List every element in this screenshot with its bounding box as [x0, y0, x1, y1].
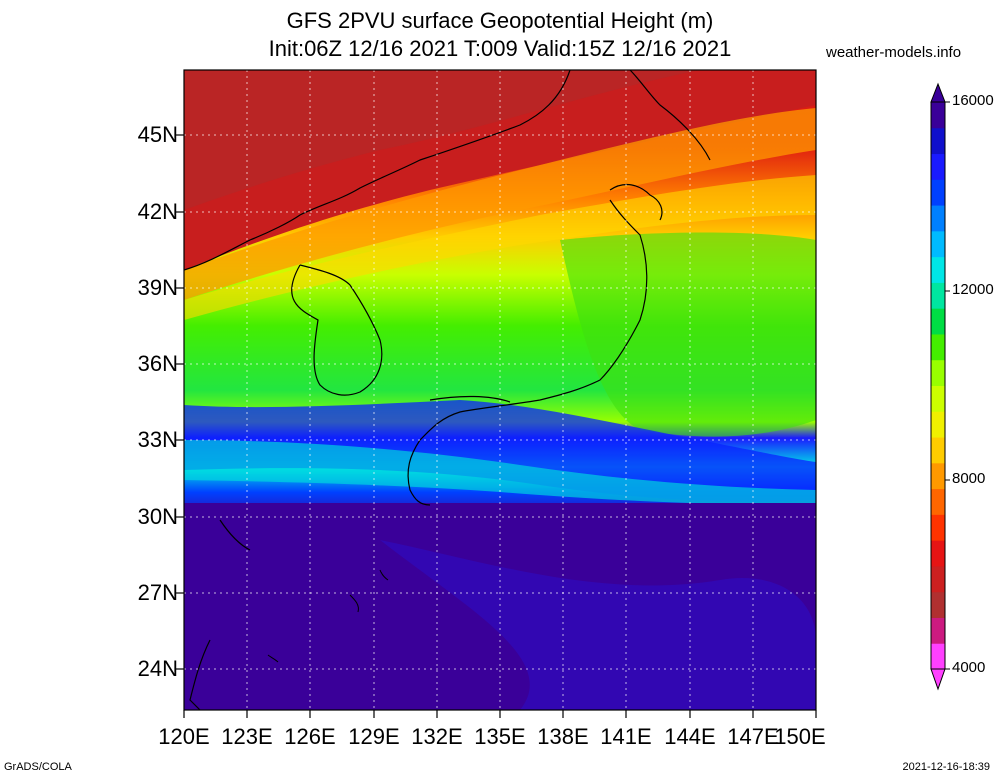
- lon-label-147e: 147E: [727, 724, 779, 749]
- longitude-gridlines: [246, 70, 754, 710]
- colorbar-segment: [931, 153, 945, 180]
- colorbar-min-arrow: [930, 668, 946, 691]
- colorbar-segment: [931, 565, 945, 593]
- lon-label-138e: 138E: [537, 724, 589, 749]
- colorbar-frame: [930, 101, 946, 670]
- lon-label-123e: 123E: [221, 724, 273, 749]
- lat-label-42n: 42N: [137, 199, 178, 224]
- lat-label-24n: 24N: [137, 656, 178, 681]
- lat-label-30n: 30N: [137, 504, 178, 529]
- colorbar-segment: [931, 256, 945, 283]
- colorbar-segment: [931, 308, 945, 335]
- colorbar-segment: [931, 488, 945, 515]
- map-plot-area: [184, 70, 816, 710]
- lon-label-135e: 135E: [474, 724, 526, 749]
- colorbar-segment: [931, 359, 945, 386]
- footer-timestamp: 2021-12-16-18:39: [902, 761, 990, 773]
- lon-label-120e: 120E: [158, 724, 210, 749]
- lon-label-126e: 126E: [284, 724, 336, 749]
- lat-label-45n: 45N: [137, 122, 178, 147]
- colorbar-max-arrow: [930, 82, 946, 103]
- colorbar-segment: [931, 127, 945, 155]
- site-label: weather-models.info: [826, 44, 962, 61]
- lon-label-141e: 141E: [600, 724, 652, 749]
- colorbar-label-12000: 12000: [952, 281, 994, 298]
- colorbar-segment: [931, 102, 945, 129]
- colorbar-segment: [931, 617, 945, 644]
- colorbar-segment: [931, 282, 945, 309]
- lat-label-33n: 33N: [137, 427, 178, 452]
- colorbar-segment: [931, 643, 945, 670]
- colorbar-segment: [931, 333, 945, 361]
- colorbar-segment: [931, 230, 945, 258]
- map-title: GFS 2PVU surface Geopotential Height (m): [286, 8, 714, 33]
- colorbar-segment: [931, 205, 945, 232]
- lon-label-150e: 150E: [774, 724, 826, 749]
- colorbar-segment: [931, 411, 945, 438]
- coastlines: [184, 70, 711, 710]
- lon-label-129e: 129E: [348, 724, 400, 749]
- lon-label-132e: 132E: [411, 724, 463, 749]
- colorbar-segment: [931, 179, 945, 206]
- colorbar-segment: [931, 540, 945, 567]
- lat-label-36n: 36N: [137, 351, 178, 376]
- map-subtitle: Init:06Z 12/16 2021 T:009 Valid:15Z 12/1…: [268, 36, 732, 61]
- lon-label-144e: 144E: [664, 724, 716, 749]
- islands: [267, 569, 389, 663]
- footer-software-label: GrADS/COLA: [4, 761, 72, 773]
- lat-label-27n: 27N: [137, 580, 178, 605]
- colorbar-segment: [931, 385, 945, 412]
- lat-label-39n: 39N: [137, 275, 178, 300]
- colorbar-segment: [931, 591, 945, 618]
- colorbar-segment: [931, 514, 945, 541]
- colorbar-label-8000: 8000: [952, 470, 986, 487]
- colorbar-segment: [931, 462, 945, 490]
- axis-ticks: [176, 134, 817, 718]
- colorbar-label-16000: 16000: [952, 92, 994, 109]
- colorbar-segment: [931, 437, 945, 464]
- colorbar-label-4000: 4000: [952, 659, 986, 676]
- colorbar: [930, 82, 950, 691]
